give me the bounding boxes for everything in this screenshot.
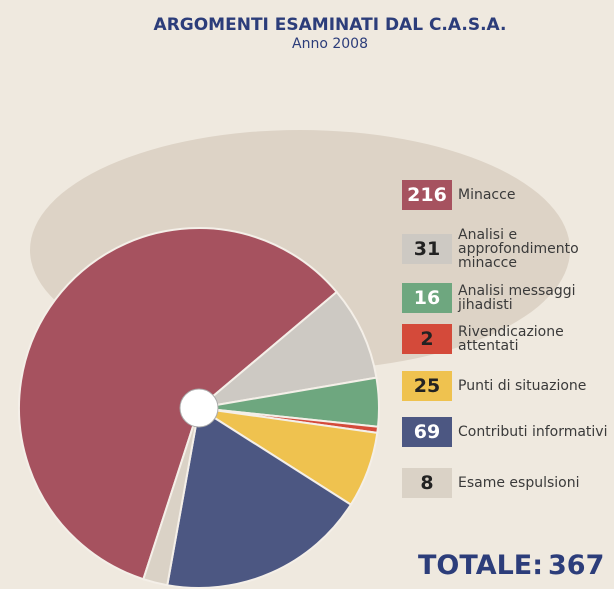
legend-label: Punti di situazione xyxy=(458,378,587,394)
legend-item: 216 Minacce xyxy=(402,180,608,210)
legend-label: Analisi e approfondimento minacce xyxy=(458,227,579,271)
legend-value: 216 xyxy=(402,180,452,210)
legend-value: 25 xyxy=(402,371,452,401)
legend-value: 2 xyxy=(402,324,452,354)
chart-title: ARGOMENTI ESAMINATI DAL C.A.S.A. xyxy=(154,15,507,35)
pie-slice xyxy=(18,227,339,581)
legend-value: 31 xyxy=(402,234,452,264)
legend-value: 69 xyxy=(402,417,452,447)
pie-slice xyxy=(195,290,378,410)
legend-item: 69 Contributi informativi xyxy=(402,417,608,447)
legend-item: 25 Punti di situazione xyxy=(402,371,608,401)
legend-item: 31 Analisi e approfondimento minacce xyxy=(402,228,608,270)
pie-slice xyxy=(142,407,200,587)
legend-item: 8 Esame espulsioni xyxy=(402,468,608,498)
legend-label: Contributi informativi xyxy=(458,424,608,440)
legend-item: 16 Analisi messaggi jihadisti xyxy=(402,283,608,313)
legend-label: Rivendicazione attentati xyxy=(458,324,564,354)
chart-subtitle: Anno 2008 xyxy=(292,36,368,52)
legend-item: 2 Rivendicazione attentati xyxy=(402,324,608,354)
pie-slice xyxy=(166,406,353,589)
pie-center xyxy=(179,388,219,428)
total-value: 367 xyxy=(548,550,604,581)
legend-value: 8 xyxy=(402,468,452,498)
legend-value: 16 xyxy=(402,283,452,313)
legend-label: Esame espulsioni xyxy=(458,475,580,491)
legend-label: Minacce xyxy=(458,187,516,203)
legend-label: Analisi messaggi jihadisti xyxy=(458,283,576,313)
total-label: TOTALE: xyxy=(418,550,543,581)
